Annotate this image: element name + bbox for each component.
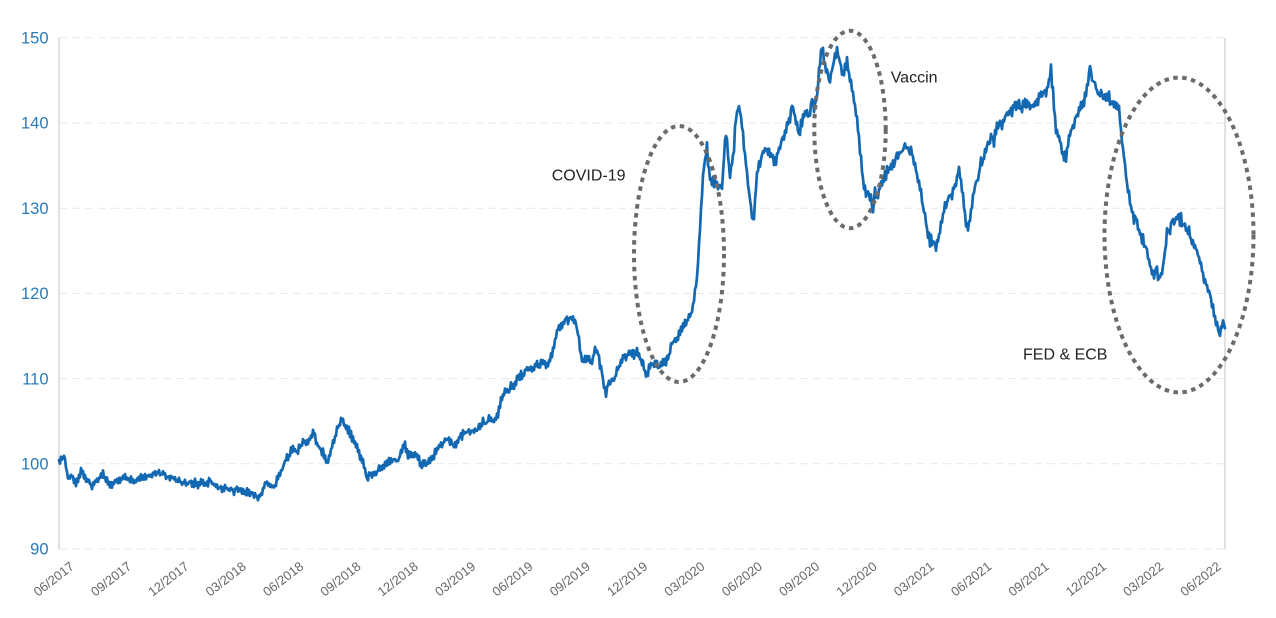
svg-text:140: 140 — [21, 115, 49, 133]
svg-text:FED & ECB: FED & ECB — [1023, 347, 1107, 364]
svg-text:12/2019: 12/2019 — [604, 559, 650, 600]
svg-text:100: 100 — [21, 456, 49, 474]
svg-text:COVID-19: COVID-19 — [552, 168, 626, 185]
svg-text:12/2017: 12/2017 — [145, 559, 191, 600]
svg-text:110: 110 — [22, 370, 48, 388]
svg-text:03/2019: 03/2019 — [432, 559, 478, 600]
svg-text:03/2022: 03/2022 — [1120, 559, 1166, 600]
svg-text:06/2022: 06/2022 — [1177, 559, 1223, 600]
svg-text:12/2021: 12/2021 — [1063, 559, 1109, 600]
svg-text:12/2018: 12/2018 — [375, 559, 421, 600]
svg-text:120: 120 — [21, 285, 49, 303]
svg-text:Vaccin: Vaccin — [891, 70, 938, 87]
svg-text:06/2018: 06/2018 — [260, 559, 306, 600]
svg-text:130: 130 — [21, 200, 49, 218]
svg-text:03/2018: 03/2018 — [203, 559, 249, 600]
svg-text:06/2021: 06/2021 — [948, 559, 994, 600]
svg-text:06/2019: 06/2019 — [489, 559, 535, 600]
svg-text:06/2017: 06/2017 — [31, 559, 77, 600]
svg-text:06/2020: 06/2020 — [719, 559, 765, 600]
svg-text:12/2020: 12/2020 — [833, 559, 879, 600]
svg-text:03/2020: 03/2020 — [661, 559, 707, 600]
svg-text:90: 90 — [30, 541, 48, 559]
svg-text:09/2021: 09/2021 — [1005, 559, 1051, 600]
svg-text:150: 150 — [21, 30, 49, 48]
svg-text:09/2017: 09/2017 — [88, 559, 134, 600]
svg-text:03/2021: 03/2021 — [891, 559, 937, 600]
svg-text:09/2019: 09/2019 — [547, 559, 593, 600]
svg-text:09/2020: 09/2020 — [776, 559, 822, 600]
svg-text:09/2018: 09/2018 — [317, 559, 363, 600]
